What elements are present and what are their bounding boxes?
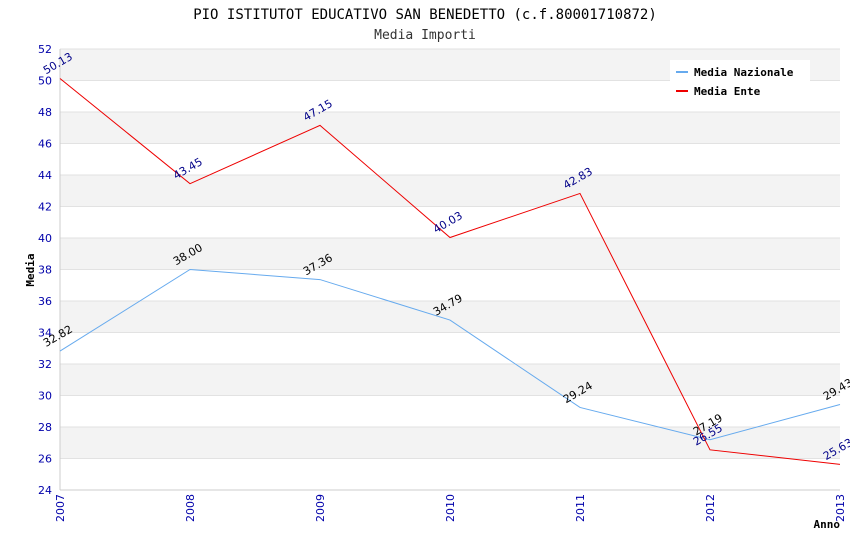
x-tick-label: 2009 bbox=[314, 494, 327, 522]
y-axis-ticks: 24 26 28 30 32 34 36 38 40 42 44 46 48 50 52 bbox=[38, 43, 52, 497]
y-tick-label: 24 bbox=[38, 484, 52, 497]
grid-band bbox=[60, 332, 840, 364]
y-tick-label: 34 bbox=[38, 327, 52, 340]
grid-band bbox=[60, 458, 840, 490]
y-tick-label: 26 bbox=[38, 453, 52, 466]
legend-box bbox=[670, 60, 810, 104]
y-tick-label: 42 bbox=[38, 201, 52, 214]
x-tick-label: 2013 bbox=[834, 494, 847, 522]
legend: Media Nazionale Media Ente bbox=[670, 60, 810, 104]
grid-band bbox=[60, 112, 840, 144]
series-lines bbox=[59, 78, 841, 465]
grid-band bbox=[60, 395, 840, 427]
grid-band bbox=[60, 238, 840, 270]
x-axis-label: Anno bbox=[814, 518, 841, 531]
y-tick-label: 32 bbox=[38, 358, 52, 371]
grid-band bbox=[60, 301, 840, 333]
y-tick-label: 40 bbox=[38, 232, 52, 245]
grid-bands bbox=[60, 48, 840, 491]
y-tick-label: 38 bbox=[38, 264, 52, 277]
legend-label: Media Ente bbox=[694, 85, 761, 98]
x-tick-label: 2011 bbox=[574, 494, 587, 522]
grid-band bbox=[60, 143, 840, 175]
y-tick-label: 46 bbox=[38, 138, 52, 151]
x-tick-label: 2012 bbox=[704, 494, 717, 522]
legend-label: Media Nazionale bbox=[694, 66, 794, 79]
series-line bbox=[59, 78, 841, 465]
series-line bbox=[59, 268, 841, 441]
grid-band bbox=[60, 427, 840, 459]
y-tick-label: 44 bbox=[38, 169, 52, 182]
x-tick-label: 2007 bbox=[54, 494, 67, 522]
x-tick-label: 2008 bbox=[184, 494, 197, 522]
y-tick-label: 28 bbox=[38, 421, 52, 434]
y-tick-label: 30 bbox=[38, 390, 52, 403]
chart-subtitle: Media Importi bbox=[374, 28, 476, 43]
y-tick-label: 48 bbox=[38, 106, 52, 119]
chart-title: PIO ISTITUTOT EDUCATIVO SAN BENEDETTO (c… bbox=[193, 7, 657, 23]
x-tick-label: 2010 bbox=[444, 494, 457, 522]
x-axis-ticks: 2007 2008 2009 2010 2011 2012 2013 bbox=[54, 494, 847, 522]
grid-band bbox=[60, 175, 840, 207]
grid-band bbox=[60, 364, 840, 396]
y-axis-label: Media bbox=[24, 253, 37, 286]
grid-band bbox=[60, 206, 840, 238]
grid-band bbox=[60, 269, 840, 301]
y-tick-label: 50 bbox=[38, 75, 52, 88]
y-tick-label: 36 bbox=[38, 295, 52, 308]
y-tick-label: 52 bbox=[38, 43, 52, 56]
